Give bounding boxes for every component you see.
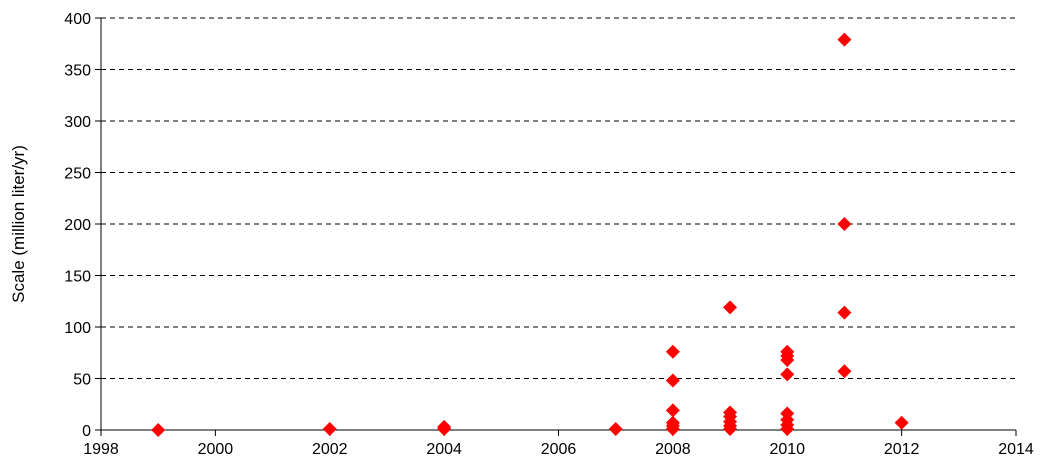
data-point [723, 300, 738, 315]
y-axis-title: Scale (million liter/yr) [9, 145, 28, 303]
x-tick-label: 2002 [312, 441, 348, 458]
data-point [608, 421, 623, 436]
y-tick-label: 100 [64, 320, 91, 337]
y-tick-label: 0 [82, 423, 91, 440]
x-tick-label: 2010 [769, 441, 805, 458]
y-tick-label: 150 [64, 269, 91, 286]
data-point [837, 364, 852, 379]
x-tick-label: 2004 [426, 441, 462, 458]
data-points [151, 32, 909, 437]
x-tick-label: 2006 [541, 441, 577, 458]
data-point [665, 344, 680, 359]
data-point [665, 415, 680, 430]
data-point [151, 423, 166, 437]
y-tick-label: 350 [64, 63, 91, 80]
data-point [894, 415, 909, 430]
x-tick-label: 2014 [998, 441, 1034, 458]
data-point [437, 419, 452, 434]
y-tick-label: 50 [73, 372, 91, 389]
x-tick-label: 1998 [83, 441, 119, 458]
y-tick-label: 300 [64, 114, 91, 131]
y-tick-label: 400 [64, 11, 91, 28]
data-point [837, 32, 852, 47]
y-tick-label: 200 [64, 217, 91, 234]
data-point [723, 405, 738, 420]
data-point [780, 406, 795, 421]
gridlines [101, 17, 1016, 379]
data-point [665, 373, 680, 388]
y-tick-label: 250 [64, 166, 91, 183]
data-point [837, 217, 852, 231]
x-tick-label: 2012 [884, 441, 920, 458]
data-point [780, 367, 795, 382]
data-point [322, 421, 337, 436]
tick-labels: 0 50 100 150 200 250 300 350 400 1998 2000 2002 2004… [64, 11, 1034, 458]
data-point [780, 344, 795, 359]
data-point [665, 403, 680, 418]
data-point [837, 305, 852, 320]
x-tick-label: 2000 [198, 441, 234, 458]
x-tick-label: 2008 [655, 441, 691, 458]
